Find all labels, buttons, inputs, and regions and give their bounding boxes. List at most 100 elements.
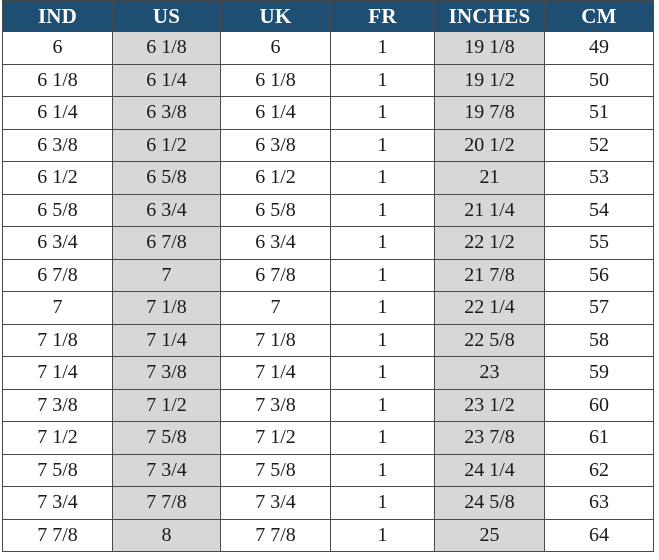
cell-uk: 7 3/4 xyxy=(220,486,331,520)
cell-cm: 54 xyxy=(544,193,654,227)
table-row: 7 7/8 8 7 7/8 1 25 64 xyxy=(2,518,654,552)
table-header: IND US UK FR INCHES CM xyxy=(2,0,654,32)
cell-fr: 1 xyxy=(330,63,435,97)
cell-us: 7 1/8 xyxy=(112,291,221,325)
cell-cm: 56 xyxy=(544,258,654,292)
cell-inches: 21 7/8 xyxy=(434,258,545,292)
cell-us: 6 5/8 xyxy=(112,161,221,195)
cell-cm: 62 xyxy=(544,453,654,487)
cell-us: 7 3/4 xyxy=(112,453,221,487)
cell-cm: 63 xyxy=(544,486,654,520)
cell-us: 7 1/4 xyxy=(112,323,221,357)
cell-inches: 19 1/2 xyxy=(434,63,545,97)
cell-us: 7 1/2 xyxy=(112,388,221,422)
cell-inches: 24 5/8 xyxy=(434,486,545,520)
cell-fr: 1 xyxy=(330,31,435,65)
cell-us: 7 xyxy=(112,258,221,292)
cell-fr: 1 xyxy=(330,486,435,520)
column-header-ind: IND xyxy=(2,0,113,32)
cell-inches: 22 1/4 xyxy=(434,291,545,325)
cell-fr: 1 xyxy=(330,388,435,422)
cell-uk: 6 1/2 xyxy=(220,161,331,195)
cell-fr: 1 xyxy=(330,226,435,260)
cell-us: 6 1/4 xyxy=(112,63,221,97)
cell-cm: 58 xyxy=(544,323,654,357)
cell-fr: 1 xyxy=(330,421,435,455)
cell-fr: 1 xyxy=(330,128,435,162)
cell-cm: 53 xyxy=(544,161,654,195)
cell-inches: 23 xyxy=(434,356,545,390)
cell-ind: 6 1/2 xyxy=(2,161,113,195)
cell-uk: 7 3/8 xyxy=(220,388,331,422)
cell-inches: 25 xyxy=(434,518,545,552)
cell-cm: 57 xyxy=(544,291,654,325)
cell-uk: 7 1/4 xyxy=(220,356,331,390)
table-row: 6 3/4 6 7/8 6 3/4 1 22 1/2 55 xyxy=(2,226,654,260)
table-row: 7 1/8 7 1/4 7 1/8 1 22 5/8 58 xyxy=(2,323,654,357)
cell-us: 6 1/2 xyxy=(112,128,221,162)
cell-ind: 6 xyxy=(2,31,113,65)
cell-uk: 6 1/4 xyxy=(220,96,331,130)
cell-fr: 1 xyxy=(330,291,435,325)
cell-inches: 23 1/2 xyxy=(434,388,545,422)
cell-fr: 1 xyxy=(330,96,435,130)
cell-cm: 50 xyxy=(544,63,654,97)
cell-us: 6 1/8 xyxy=(112,31,221,65)
cell-fr: 1 xyxy=(330,323,435,357)
cell-cm: 55 xyxy=(544,226,654,260)
column-header-inches: INCHES xyxy=(434,0,545,32)
cell-uk: 6 1/8 xyxy=(220,63,331,97)
header-row: IND US UK FR INCHES CM xyxy=(2,0,654,32)
cell-uk: 7 7/8 xyxy=(220,518,331,552)
table-row: 7 3/8 7 1/2 7 3/8 1 23 1/2 60 xyxy=(2,388,654,422)
column-header-uk: UK xyxy=(220,0,331,32)
cell-ind: 7 1/2 xyxy=(2,421,113,455)
cell-uk: 6 xyxy=(220,31,331,65)
cell-fr: 1 xyxy=(330,193,435,227)
cell-cm: 60 xyxy=(544,388,654,422)
cell-cm: 61 xyxy=(544,421,654,455)
cell-inches: 21 xyxy=(434,161,545,195)
cell-ind: 7 1/4 xyxy=(2,356,113,390)
cell-ind: 7 1/8 xyxy=(2,323,113,357)
cell-ind: 7 3/4 xyxy=(2,486,113,520)
cell-ind: 6 5/8 xyxy=(2,193,113,227)
cell-us: 6 3/4 xyxy=(112,193,221,227)
column-header-fr: FR xyxy=(330,0,435,32)
cell-inches: 24 1/4 xyxy=(434,453,545,487)
cell-uk: 6 3/8 xyxy=(220,128,331,162)
cell-fr: 1 xyxy=(330,518,435,552)
table-row: 6 1/4 6 3/8 6 1/4 1 19 7/8 51 xyxy=(2,96,654,130)
table-row: 7 1/4 7 3/8 7 1/4 1 23 59 xyxy=(2,356,654,390)
cell-inches: 19 7/8 xyxy=(434,96,545,130)
table-row: 6 3/8 6 1/2 6 3/8 1 20 1/2 52 xyxy=(2,128,654,162)
cell-inches: 22 5/8 xyxy=(434,323,545,357)
cell-ind: 7 5/8 xyxy=(2,453,113,487)
cell-uk: 7 1/2 xyxy=(220,421,331,455)
cell-fr: 1 xyxy=(330,161,435,195)
cell-fr: 1 xyxy=(330,258,435,292)
cell-us: 7 7/8 xyxy=(112,486,221,520)
cell-ind: 7 7/8 xyxy=(2,518,113,552)
cell-uk: 6 5/8 xyxy=(220,193,331,227)
cell-inches: 21 1/4 xyxy=(434,193,545,227)
cell-us: 7 3/8 xyxy=(112,356,221,390)
table-row: 7 5/8 7 3/4 7 5/8 1 24 1/4 62 xyxy=(2,453,654,487)
table-row: 6 5/8 6 3/4 6 5/8 1 21 1/4 54 xyxy=(2,193,654,227)
cell-cm: 51 xyxy=(544,96,654,130)
cell-cm: 64 xyxy=(544,518,654,552)
cell-uk: 7 5/8 xyxy=(220,453,331,487)
cell-inches: 23 7/8 xyxy=(434,421,545,455)
cell-ind: 6 1/4 xyxy=(2,96,113,130)
cell-fr: 1 xyxy=(330,453,435,487)
column-header-us: US xyxy=(112,0,221,32)
cell-cm: 59 xyxy=(544,356,654,390)
cell-ind: 6 3/8 xyxy=(2,128,113,162)
cell-uk: 7 xyxy=(220,291,331,325)
column-header-cm: CM xyxy=(544,0,654,32)
cell-ind: 7 xyxy=(2,291,113,325)
